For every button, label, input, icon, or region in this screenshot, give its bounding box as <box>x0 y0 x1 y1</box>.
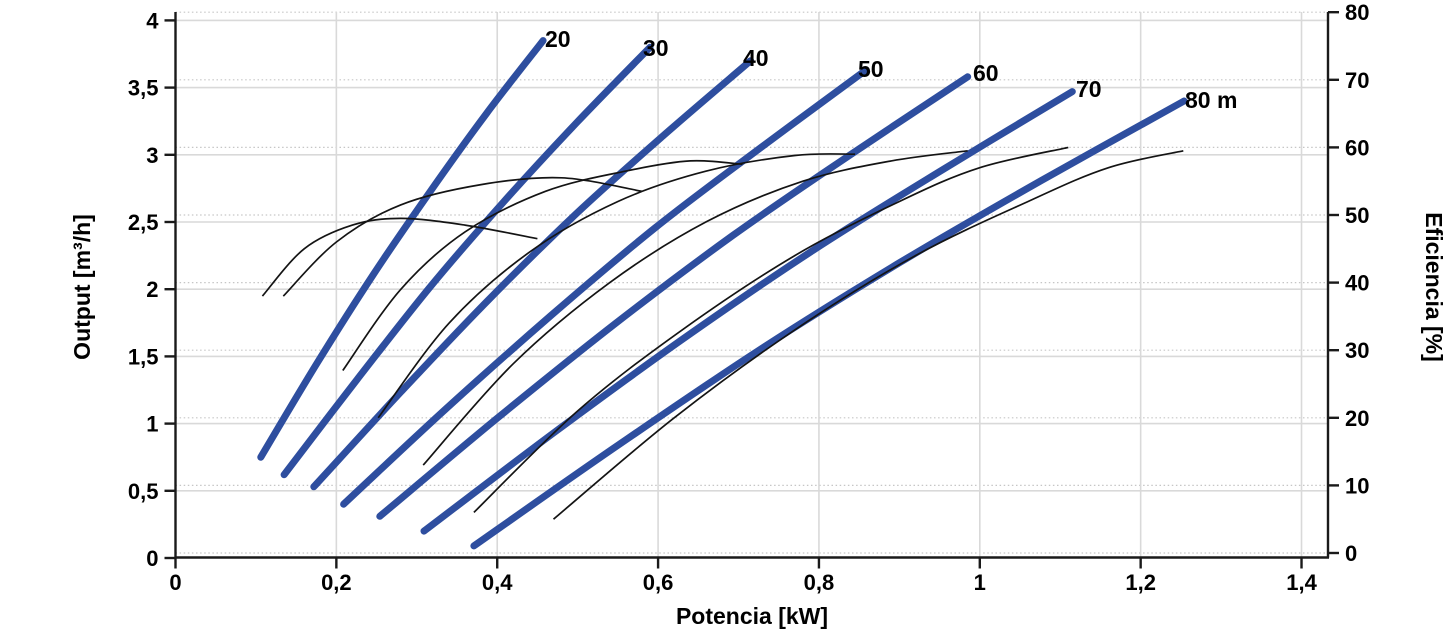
head-curve-30 <box>280 43 654 479</box>
x-tick-label: 0,8 <box>804 570 835 595</box>
head-curve-label-40: 40 <box>743 45 769 71</box>
x-tick-label: 1,4 <box>1286 570 1317 595</box>
y-right-tick-label: 40 <box>1345 271 1369 296</box>
head-curve-label-70: 70 <box>1076 76 1102 102</box>
x-tick-label: 0,2 <box>321 570 352 595</box>
y-left-tick-label: 4 <box>146 8 159 33</box>
x-tick-label: 0,6 <box>643 570 674 595</box>
head-curve-label-20: 20 <box>545 26 571 52</box>
head-curve-50 <box>340 68 868 508</box>
y-right-tick-label: 50 <box>1345 203 1369 228</box>
head-curve-80m <box>470 97 1188 550</box>
y-right-tick-label: 20 <box>1345 406 1369 431</box>
head-curve-label-30: 30 <box>643 35 669 61</box>
y-left-tick-label: 2 <box>146 277 158 302</box>
curve-labels: 20 30 40 50 60 70 80 m <box>545 26 1237 113</box>
y-right-tick-label: 30 <box>1345 338 1369 363</box>
y-left-tick-label: 1,5 <box>128 344 159 369</box>
efficiency-curve-30 <box>282 176 643 297</box>
x-tick-label: 0,4 <box>482 570 513 595</box>
head-curve-60 <box>376 73 972 520</box>
head-curve-20 <box>257 37 547 461</box>
y-right-tick-label: 70 <box>1345 68 1369 93</box>
y-left-tick-label: 0 <box>146 546 158 571</box>
y-left-tick-label: 3 <box>146 143 158 168</box>
axes <box>164 10 1339 569</box>
y-right-tick-label: 10 <box>1345 473 1369 498</box>
head-curve-label-80m: 80 m <box>1185 87 1237 113</box>
head-curve-label-50: 50 <box>858 56 884 82</box>
head-curve-40 <box>310 57 755 491</box>
efficiency-curve-80 <box>552 149 1184 520</box>
y-right-tick-label: 60 <box>1345 135 1369 160</box>
efficiency-curve-70 <box>473 146 1069 514</box>
efficiency-curve-40 <box>342 159 743 371</box>
x-axis-title: Potencia [kW] <box>676 603 828 629</box>
y-left-tick-label: 2,5 <box>128 210 159 235</box>
head-curve-label-60: 60 <box>973 60 999 86</box>
efficiency-curve-20 <box>261 217 538 297</box>
efficiency-curve-50 <box>377 153 856 419</box>
x-tick-label: 0 <box>169 570 181 595</box>
y-left-tick-label: 3,5 <box>128 76 159 101</box>
y-left-tick-label: 1 <box>146 412 158 437</box>
y-right-tick-label: 0 <box>1345 541 1357 566</box>
y-right-tick-label: 80 <box>1345 0 1369 25</box>
x-tick-label: 1,2 <box>1125 570 1156 595</box>
head-curve-70 <box>420 88 1076 535</box>
y-axis-left-title: Output [m³/h] <box>69 214 95 360</box>
x-tick-label: 1 <box>974 570 986 595</box>
efficiency-curve-60 <box>422 149 968 466</box>
head-curves <box>257 37 1188 550</box>
gridlines <box>175 11 1328 558</box>
y-left-tick-label: 0,5 <box>128 479 159 504</box>
y-axis-right-title: Eficiencia [%] <box>1421 212 1445 362</box>
efficiency-curves <box>261 146 1184 520</box>
